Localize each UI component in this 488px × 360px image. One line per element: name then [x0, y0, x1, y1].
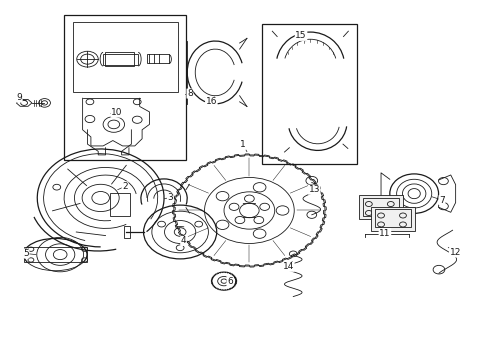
Text: 4: 4: [181, 237, 186, 246]
Bar: [374, 210, 410, 227]
Bar: [370, 207, 414, 231]
Text: 1: 1: [240, 140, 245, 149]
Text: 13: 13: [308, 185, 319, 194]
Text: 9: 9: [16, 93, 22, 102]
Text: 6: 6: [226, 276, 232, 285]
Text: 11: 11: [378, 229, 390, 238]
Bar: [358, 195, 402, 220]
Bar: [105, 52, 134, 66]
Bar: [261, 24, 356, 164]
Text: 8: 8: [186, 89, 192, 98]
Bar: [362, 198, 398, 216]
Bar: [110, 193, 130, 216]
Bar: [124, 226, 130, 238]
Text: 12: 12: [448, 248, 460, 257]
Bar: [147, 54, 168, 63]
Text: 15: 15: [295, 31, 306, 40]
Bar: [23, 247, 87, 262]
Bar: [73, 22, 177, 92]
Text: 7: 7: [438, 195, 444, 204]
Bar: [103, 54, 138, 64]
Polygon shape: [16, 99, 32, 106]
Text: 16: 16: [205, 97, 217, 106]
Text: 10: 10: [111, 108, 122, 117]
Polygon shape: [211, 272, 236, 291]
Text: 14: 14: [282, 262, 293, 271]
Text: 3: 3: [167, 193, 173, 202]
Text: 2: 2: [122, 182, 127, 191]
Bar: [64, 15, 185, 160]
Text: 5: 5: [23, 249, 29, 258]
